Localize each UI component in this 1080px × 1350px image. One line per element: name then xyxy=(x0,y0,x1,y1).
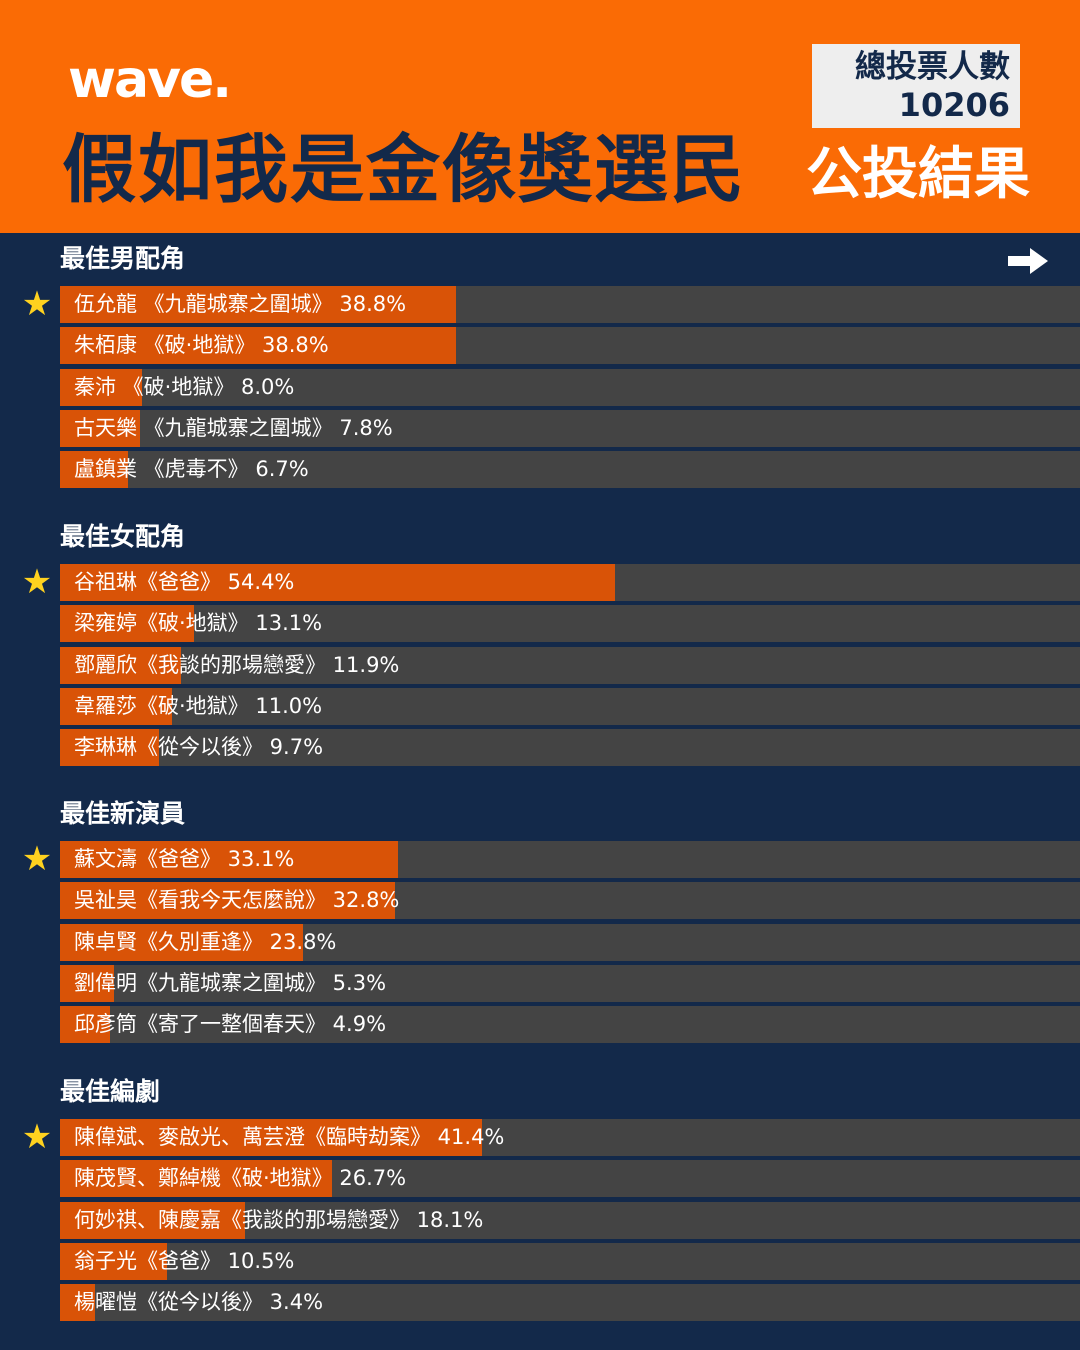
bar-track: 李琳琳《從今以後》 9.7% xyxy=(60,729,1080,766)
bar-label: 翁子光《爸爸》 10.5% xyxy=(74,1249,295,1273)
page-subtitle: 公投結果 xyxy=(806,142,1030,207)
bar xyxy=(60,1284,95,1321)
bar xyxy=(60,882,395,919)
bar xyxy=(60,451,128,488)
bar-label: 伍允龍 《九龍城寨之圍城》 38.8% xyxy=(74,292,407,316)
bar xyxy=(60,1006,110,1043)
bar-track: 邱彥筒《寄了一整個春天》 4.9% xyxy=(60,1006,1080,1043)
header-banner: wave. 假如我是金像獎選民 總投票人數 10206 公投結果 xyxy=(0,0,1080,233)
bar xyxy=(60,1202,245,1239)
bar-track: 谷祖琳《爸爸》 54.4% xyxy=(60,564,1080,601)
bar-label: 朱栢康 《破·地獄》 38.8% xyxy=(74,333,329,357)
bar-label: 古天樂 《九龍城寨之圍城》 7.8% xyxy=(74,416,393,440)
bar-track: 蘇文濤《爸爸》 33.1% xyxy=(60,841,1080,878)
bar-track: 何妙祺、陳慶嘉《我談的那場戀愛》 18.1% xyxy=(60,1202,1080,1239)
bar xyxy=(60,369,142,406)
bar-label: 秦沛 《破·地獄》 8.0% xyxy=(74,375,295,399)
bar-label: 陳茂賢、鄭綽機《破·地獄》 26.7% xyxy=(74,1166,407,1190)
bar-label: 蘇文濤《爸爸》 33.1% xyxy=(74,847,295,871)
bar-track: 伍允龍 《九龍城寨之圍城》 38.8% xyxy=(60,286,1080,323)
star-icon: ★ xyxy=(21,562,53,602)
bar-track: 翁子光《爸爸》 10.5% xyxy=(60,1243,1080,1280)
bar-label: 楊曜愷《從今以後》 3.4% xyxy=(74,1290,324,1314)
bar xyxy=(60,1243,167,1280)
arrow-right-icon[interactable] xyxy=(1008,248,1048,274)
bar-track: 朱栢康 《破·地獄》 38.8% xyxy=(60,327,1080,364)
bar-label: 吳祉昊《看我今天怎麼說》 32.8% xyxy=(74,888,400,912)
bar xyxy=(60,327,456,364)
bar xyxy=(60,688,172,725)
bar-track: 鄧麗欣《我談的那場戀愛》 11.9% xyxy=(60,647,1080,684)
bar xyxy=(60,965,114,1002)
total-votes-box: 總投票人數 10206 xyxy=(812,44,1020,128)
section-title: 最佳女配角 xyxy=(60,522,186,551)
bar-label: 陳偉斌、麥啟光、萬芸澄《臨時劫案》 41.4% xyxy=(74,1125,505,1149)
bar xyxy=(60,841,398,878)
bar-label: 陳卓賢《久別重逢》 23.8% xyxy=(74,930,337,954)
bar-label: 谷祖琳《爸爸》 54.4% xyxy=(74,570,295,594)
bar-track: 劉偉明《九龍城寨之圍城》 5.3% xyxy=(60,965,1080,1002)
section-title: 最佳新演員 xyxy=(60,799,186,828)
bar-track: 陳偉斌、麥啟光、萬芸澄《臨時劫案》 41.4% xyxy=(60,1119,1080,1156)
bar-track: 楊曜愷《從今以後》 3.4% xyxy=(60,1284,1080,1321)
bar xyxy=(60,729,159,766)
bar xyxy=(60,924,303,961)
bar-track: 梁雍婷《破·地獄》 13.1% xyxy=(60,605,1080,642)
bar-label: 邱彥筒《寄了一整個春天》 4.9% xyxy=(74,1012,387,1036)
bar-track: 陳茂賢、鄭綽機《破·地獄》 26.7% xyxy=(60,1160,1080,1197)
bar-track: 陳卓賢《久別重逢》 23.8% xyxy=(60,924,1080,961)
star-icon: ★ xyxy=(21,1117,53,1157)
bar-track: 盧鎮業 《虎毒不》 6.7% xyxy=(60,451,1080,488)
bar xyxy=(60,647,181,684)
bar-label: 李琳琳《從今以後》 9.7% xyxy=(74,735,324,759)
page-title: 假如我是金像獎選民 xyxy=(62,127,746,213)
bar-label: 鄧麗欣《我談的那場戀愛》 11.9% xyxy=(74,653,400,677)
star-icon: ★ xyxy=(21,839,53,879)
bar xyxy=(60,564,615,601)
section-title: 最佳男配角 xyxy=(60,244,186,273)
bar xyxy=(60,1119,482,1156)
star-icon: ★ xyxy=(21,284,53,324)
bar-track: 秦沛 《破·地獄》 8.0% xyxy=(60,369,1080,406)
bar-label: 何妙祺、陳慶嘉《我談的那場戀愛》 18.1% xyxy=(74,1208,484,1232)
bar-label: 劉偉明《九龍城寨之圍城》 5.3% xyxy=(74,971,387,995)
bar-label: 韋羅莎《破·地獄》 11.0% xyxy=(74,694,323,718)
bar xyxy=(60,605,194,642)
bar-track: 古天樂 《九龍城寨之圍城》 7.8% xyxy=(60,410,1080,447)
wave-logo: wave. xyxy=(68,50,232,110)
bar xyxy=(60,410,140,447)
total-votes-label: 總投票人數 xyxy=(855,49,1010,85)
bar-label: 盧鎮業 《虎毒不》 6.7% xyxy=(74,457,309,481)
bar-track: 韋羅莎《破·地獄》 11.0% xyxy=(60,688,1080,725)
bar-track: 吳祉昊《看我今天怎麼說》 32.8% xyxy=(60,882,1080,919)
bar xyxy=(60,1160,332,1197)
bar-label: 梁雍婷《破·地獄》 13.1% xyxy=(74,611,323,635)
total-votes-count: 10206 xyxy=(898,86,1010,124)
section-title: 最佳編劇 xyxy=(60,1077,161,1106)
bar xyxy=(60,286,456,323)
